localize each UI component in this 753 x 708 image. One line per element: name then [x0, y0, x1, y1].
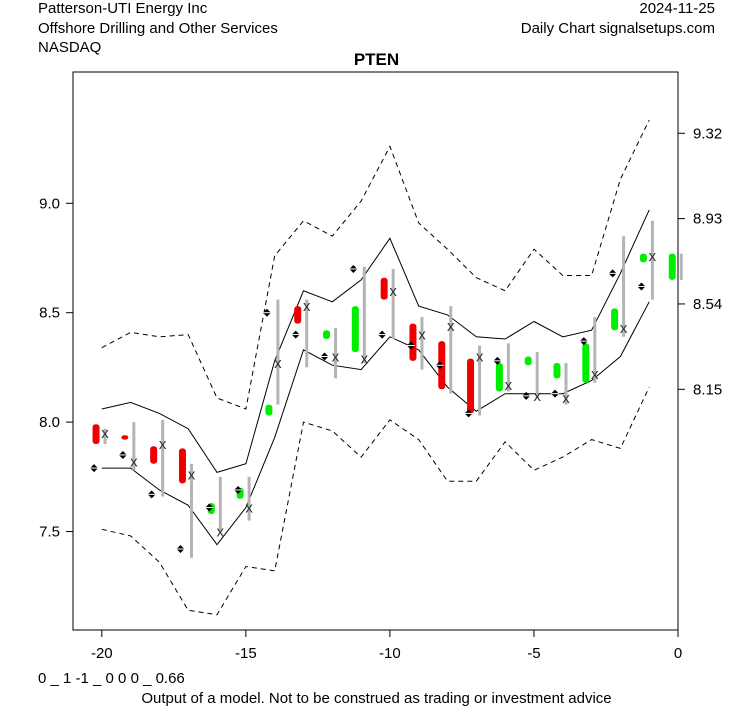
candle-body-13	[467, 358, 475, 414]
x-marker-5: x	[245, 499, 253, 516]
x-marker-3: x	[188, 467, 196, 484]
x-marker-8: x	[332, 348, 340, 365]
x-marker-10: x	[389, 283, 397, 300]
candle-body-8	[323, 330, 331, 339]
x-marker-7: x	[303, 298, 311, 315]
model-code: 0 _ 1 -1 _ 0 0 0 _ 0.66	[38, 670, 185, 687]
x-tick-label-4: 0	[674, 645, 682, 662]
outer-band-lower	[101, 386, 650, 616]
bar-layer: x x x x x x x x x x x x x x x x x x x x	[90, 220, 683, 558]
x-marker-18: x	[620, 320, 628, 337]
x-marker-4: x	[217, 524, 225, 541]
x-marker-16: x	[562, 390, 570, 407]
left-tick-label-0: 7.5	[39, 524, 60, 541]
inner-band-upper	[101, 209, 650, 473]
x-marker-1: x	[130, 454, 138, 471]
x-tick-label-0: -20	[91, 645, 113, 662]
x-marker-19: x	[649, 248, 657, 265]
x-marker-6: x	[274, 355, 282, 372]
x-marker-14: x	[505, 377, 513, 394]
x-tick-label-3: -5	[527, 645, 540, 662]
x-marker-13: x	[476, 348, 484, 365]
right-tick-label-0: 8.15	[693, 381, 722, 398]
left-tick-label-3: 9.0	[39, 195, 60, 212]
candle-body-6	[265, 404, 273, 416]
x-marker-17: x	[591, 366, 599, 383]
x-marker-15: x	[533, 388, 541, 405]
x-tick-label-2: -10	[379, 645, 401, 662]
chart-title: PTEN	[353, 50, 400, 69]
right-tick-label-2: 8.93	[693, 211, 722, 228]
candle-body-11	[409, 323, 417, 361]
candle-body-16	[553, 363, 561, 379]
company-name: Patterson-UTI Energy Inc	[38, 0, 208, 17]
industry-name: Offshore Drilling and Other Services	[38, 20, 278, 37]
exchange-name: NASDAQ	[38, 39, 102, 56]
left-tick-label-1: 8.0	[39, 414, 60, 431]
outer-band-upper	[101, 119, 650, 410]
candle-body-20	[668, 253, 676, 280]
x-marker-12: x	[447, 318, 455, 335]
candle-body-1	[121, 435, 129, 440]
left-tick-label-2: 8.5	[39, 305, 60, 322]
candle-body-14	[495, 363, 503, 392]
candle-body-19	[639, 253, 647, 263]
candle-body-10	[380, 277, 388, 300]
candle-body-7	[294, 306, 302, 324]
x-marker-2: x	[159, 436, 167, 453]
x-tick-label-1: -15	[235, 645, 257, 662]
right-tick-label-1: 8.54	[693, 296, 722, 313]
candle-body-2	[150, 446, 158, 464]
candle-body-3	[178, 448, 186, 484]
candle-body-18	[611, 308, 619, 331]
x-marker-9: x	[361, 351, 369, 368]
disclaimer: Output of a model. Not to be construed a…	[141, 690, 612, 707]
candle-body-17	[582, 343, 590, 383]
x-marker-0: x	[101, 425, 109, 442]
candle-body-15	[524, 356, 532, 366]
right-tick-label-3: 9.32	[693, 125, 722, 142]
candle-body-0	[92, 424, 100, 444]
candle-body-9	[351, 306, 359, 353]
x-marker-11: x	[418, 327, 426, 344]
chart-source: Daily Chart signalsetups.com	[520, 20, 715, 37]
chart-date: 2024-11-25	[639, 0, 715, 17]
inner-band-lower	[101, 301, 650, 546]
axis-layer: -20 -15 -10 -5 0 7.5 8.0 8.5 9.0 8.15 8.54 8.93 9.32	[39, 125, 722, 662]
